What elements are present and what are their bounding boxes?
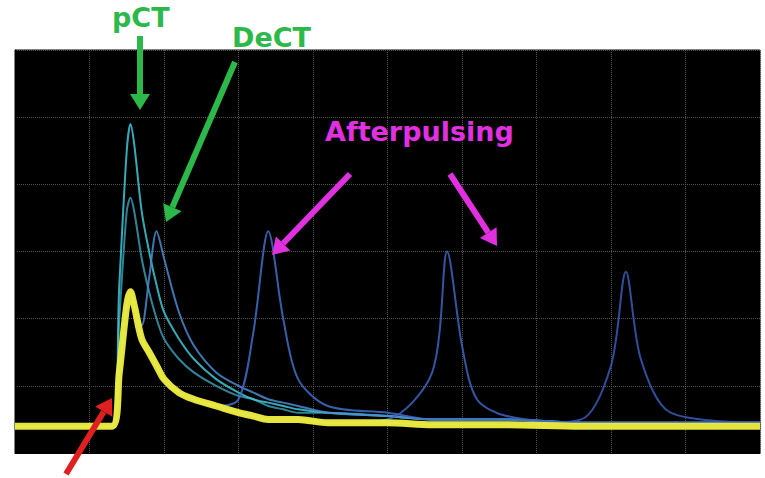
svg-text:Afterpulsing: Afterpulsing bbox=[325, 116, 514, 147]
svg-text:DeCT: DeCT bbox=[232, 22, 312, 53]
svg-text:pCT: pCT bbox=[112, 2, 170, 33]
